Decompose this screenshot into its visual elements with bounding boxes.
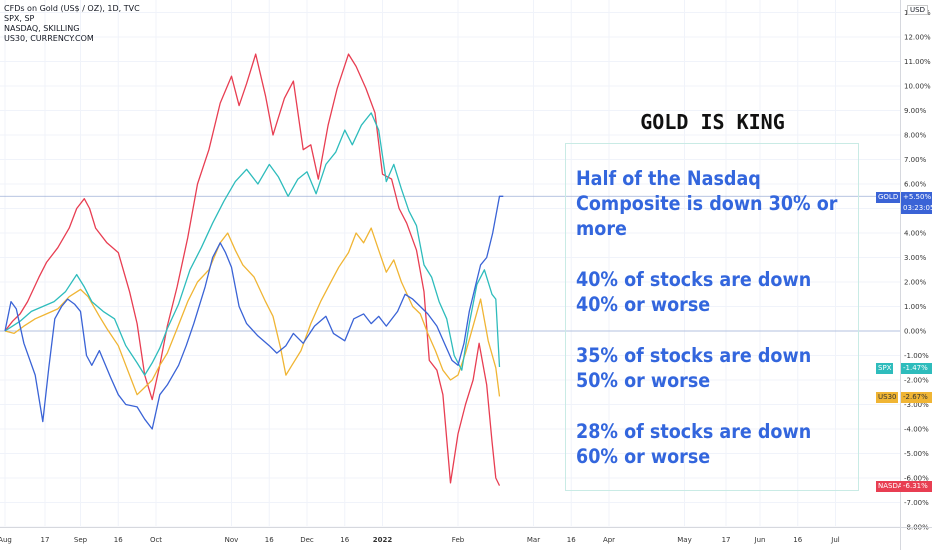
x-tick-label: Aug [0, 536, 12, 544]
gold-tag-countdown: 03:23:05 [901, 203, 932, 214]
nasdaq-tag-value: -6.31% [901, 481, 932, 492]
y-tick-label: 3.00% [904, 254, 927, 262]
y-tick-label: -3.00% [904, 401, 929, 409]
y-tick-label: -7.00% [904, 499, 929, 507]
y-tick-label: 10.00% [904, 83, 931, 91]
annotation-line: 35% of stocks are down 50% or worse [576, 344, 812, 392]
y-tick-label: -1.00% [904, 352, 929, 360]
x-tick-label: Jun [754, 536, 766, 544]
price-axis: 13.00%12.00%11.00%10.00%9.00%8.00%7.00%6… [900, 0, 931, 550]
y-tick-label: 8.00% [904, 132, 927, 140]
x-tick-label: Mar [527, 536, 540, 544]
currency-label[interactable]: USD [907, 5, 928, 15]
us30-tag-symbol: US30 [876, 392, 899, 403]
y-tick-label: 11.00% [904, 58, 931, 66]
annotation-line: 28% of stocks are down 60% or worse [576, 420, 812, 468]
y-tick-label: 7.00% [904, 156, 927, 164]
us30-tag-value: -2.67% [901, 392, 932, 403]
y-tick-label: 0.00% [904, 328, 927, 336]
x-tick-label: 16 [265, 536, 274, 544]
annotation-line: Half of the Nasdaq Composite is down 30%… [576, 167, 838, 240]
x-tick-label: Nov [225, 536, 239, 544]
y-tick-label: -6.00% [904, 475, 929, 483]
compare-symbol-nasdaq[interactable]: NASDAQ, SKILLING [4, 24, 80, 33]
x-tick-label: Oct [150, 536, 162, 544]
series-line-us30 [4, 227, 501, 397]
y-tick-label: -5.00% [904, 450, 929, 458]
nasdaq-tag-symbol: NASDAQ [876, 481, 910, 492]
gold-tag-symbol: GOLD [876, 192, 901, 203]
annotation-text: Half of the Nasdaq Composite is down 30%… [576, 166, 858, 495]
y-tick-label: 1.00% [904, 303, 927, 311]
y-tick-label: 2.00% [904, 279, 927, 287]
x-tick-label: 2022 [373, 536, 393, 544]
compare-symbol-spx[interactable]: SPX, SP [4, 14, 35, 23]
y-tick-label: 9.00% [904, 107, 927, 115]
gold-tag-value: +5.50% [901, 192, 932, 203]
y-tick-label: 4.00% [904, 230, 927, 238]
annotation-title: GOLD IS KING [640, 110, 785, 134]
x-tick-label: Dec [300, 536, 314, 544]
annotation-line: 40% of stocks are down 40% or worse [576, 268, 812, 316]
chart-legend: CFDs on Gold (US$ / OZ), 1D, TVC SPX, SP… [4, 4, 140, 44]
x-tick-label: Apr [603, 536, 615, 544]
spx-tag-symbol: SPX [876, 363, 894, 374]
compare-symbol-us30[interactable]: US30, CURRENCY.COM [4, 34, 94, 43]
x-tick-label: Feb [452, 536, 465, 544]
reference-lines [0, 195, 900, 332]
x-tick-label: 17 [41, 536, 50, 544]
x-tick-label: 16 [340, 536, 349, 544]
y-tick-label: -2.00% [904, 377, 929, 385]
spx-tag-value: -1.47% [901, 363, 932, 374]
y-tick-label: -4.00% [904, 426, 929, 434]
y-tick-label: 12.00% [904, 34, 931, 42]
series-line-gold [4, 195, 504, 430]
time-axis: Aug 17 Sep 16 Oct Nov 16 Dec 16 2022 Feb Mar 16 Apr Ma… [0, 527, 932, 544]
x-tick-label: Jul [830, 536, 840, 544]
series-line-spx [4, 112, 501, 376]
symbol-title[interactable]: CFDs on Gold (US$ / OZ), 1D, TVC [4, 4, 140, 13]
annotation-box[interactable] [565, 143, 859, 491]
x-tick-label: May [677, 536, 691, 544]
x-tick-label: 16 [793, 536, 802, 544]
y-tick-label: 6.00% [904, 181, 927, 189]
x-tick-label: 17 [722, 536, 731, 544]
series-lines [4, 53, 504, 486]
x-tick-label: 16 [567, 536, 576, 544]
x-tick-label: Sep [74, 536, 88, 544]
series-line-nasdaq [4, 53, 501, 486]
x-tick-label: 16 [114, 536, 123, 544]
